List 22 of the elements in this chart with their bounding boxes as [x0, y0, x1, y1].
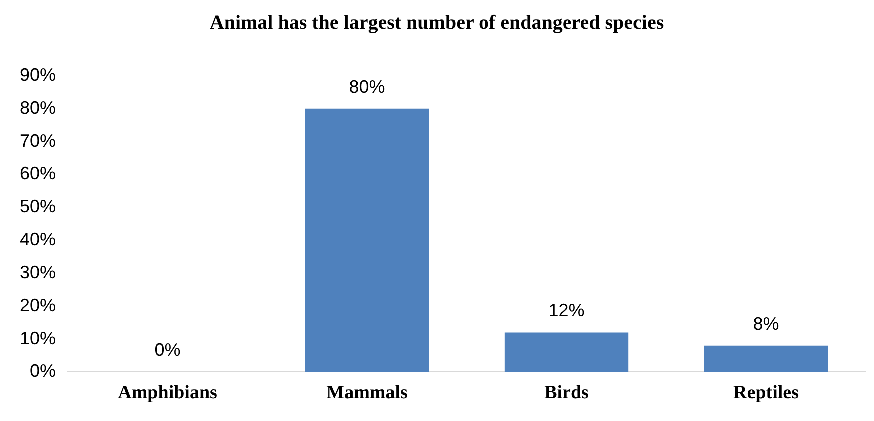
y-tick-label: 80%: [20, 98, 56, 118]
bar: [305, 108, 430, 372]
y-tick-label: 30%: [20, 262, 56, 282]
data-label: 0%: [154, 340, 181, 360]
y-tick-label: 90%: [20, 64, 56, 85]
x-tick-label: Mammals: [326, 382, 408, 404]
bar: [704, 346, 828, 372]
y-tick-label: 70%: [20, 130, 56, 151]
y-tick-label: 0%: [30, 361, 56, 382]
data-label: 80%: [349, 76, 386, 97]
data-label: 12%: [548, 300, 585, 321]
chart-title: Animal has the largest number of endangered species: [210, 12, 664, 34]
x-tick-label: Amphibians: [118, 382, 218, 404]
y-tick-label: 60%: [20, 164, 56, 184]
y-tick-label: 10%: [20, 328, 56, 348]
bar: [504, 332, 629, 372]
data-label: 8%: [753, 314, 780, 334]
y-tick-label: 50%: [20, 196, 56, 217]
x-tick-label: Birds: [544, 382, 589, 404]
y-tick-label: 40%: [20, 230, 56, 250]
x-tick-label: Reptiles: [734, 382, 799, 404]
y-tick-label: 20%: [20, 295, 56, 316]
